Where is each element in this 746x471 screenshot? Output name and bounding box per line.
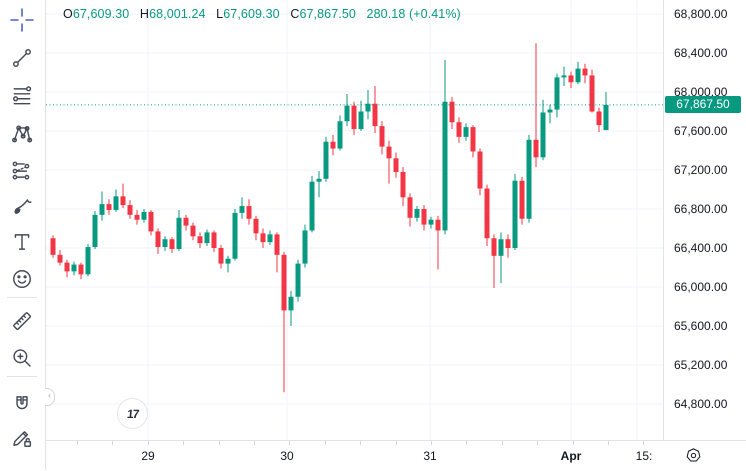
tradingview-logo[interactable]: 17 <box>117 398 148 429</box>
fib-retracement-tool-icon[interactable] <box>6 80 38 112</box>
price-axis-label: 66,400.00 <box>674 241 728 255</box>
forecast-tool-icon[interactable] <box>6 154 38 186</box>
time-axis-tick <box>608 441 609 445</box>
ohlc-legend[interactable]: O67,609.30 H68,001.24 L67,609.30 C67,867… <box>63 7 461 21</box>
time-axis-tick <box>537 441 539 445</box>
time-axis-tick <box>254 441 255 445</box>
open-value: 67,609.30 <box>72 7 130 21</box>
candlestick-chart[interactable] <box>46 0 663 440</box>
time-axis-tick <box>289 441 291 445</box>
brush-tool-icon[interactable] <box>6 190 38 222</box>
low-label: L <box>216 7 224 21</box>
trend-line-tool-icon[interactable] <box>6 42 38 74</box>
measure-tool-icon[interactable] <box>6 305 38 337</box>
price-axis-label: 65,200.00 <box>674 358 728 372</box>
price-axis[interactable]: 67,867.50 68,800.00 68,400.00 68,000.00 67,… <box>663 0 746 440</box>
time-axis-label: 15: <box>635 449 653 463</box>
price-axis-label: 67,600.00 <box>674 124 728 138</box>
current-price-tag: 67,867.50 <box>665 96 741 114</box>
price-axis-label: 68,000.00 <box>674 85 728 99</box>
time-axis-tick <box>360 441 362 445</box>
magnet-tool-icon[interactable] <box>6 388 38 420</box>
time-axis-label: Apr <box>560 449 582 463</box>
time-axis-label: 31 <box>423 449 437 463</box>
high-value: 68,001.24 <box>149 7 206 21</box>
drawing-lock-tool-icon[interactable] <box>6 422 38 454</box>
time-axis-tick <box>431 441 432 445</box>
time-axis-tick <box>501 441 503 445</box>
low-value: 67,609.30 <box>223 7 280 21</box>
drawing-toolbar <box>0 0 46 470</box>
time-axis-tick <box>572 441 574 445</box>
emoji-tool-icon[interactable] <box>6 263 38 295</box>
time-axis-tick <box>218 441 220 445</box>
time-axis-tick <box>112 441 114 445</box>
high-label: H <box>139 7 150 21</box>
time-axis-label: 29 <box>141 449 155 463</box>
time-axis-tick <box>77 441 78 445</box>
price-axis-label: 66,800.00 <box>674 202 728 216</box>
time-axis-tick <box>643 441 645 445</box>
toolbar-divider <box>7 297 37 298</box>
price-axis-label: 66,000.00 <box>674 280 728 294</box>
time-axis-tick <box>466 441 468 445</box>
close-value: 67,867.50 <box>299 7 356 21</box>
time-axis[interactable]: 29 30 31 Apr 15: <box>46 440 746 471</box>
toolbar-divider <box>7 376 37 377</box>
price-axis-label: 67,200.00 <box>674 163 728 177</box>
price-axis-label: 68,400.00 <box>674 46 728 60</box>
tradingview-logo-glyph: 17 <box>126 406 139 421</box>
time-axis-tick <box>147 441 149 445</box>
time-axis-tick <box>183 441 185 445</box>
change-value: 280.18 (+0.41%) <box>366 7 461 21</box>
time-axis-tick <box>395 441 397 445</box>
zoom-in-tool-icon[interactable] <box>6 342 38 374</box>
text-tool-icon[interactable] <box>6 226 38 258</box>
gear-icon[interactable] <box>684 446 702 464</box>
close-label: C <box>290 7 300 21</box>
open-label: O <box>63 7 73 21</box>
time-axis-label: 30 <box>280 449 294 463</box>
time-axis-tick <box>324 441 326 445</box>
crosshair-tool-icon[interactable] <box>6 4 38 36</box>
price-axis-label: 68,800.00 <box>674 7 728 21</box>
price-axis-label: 64,800.00 <box>674 397 728 411</box>
price-axis-label: 65,600.00 <box>674 319 728 333</box>
xabcd-pattern-tool-icon[interactable] <box>6 118 38 150</box>
chart-canvas[interactable]: O67,609.30 H68,001.24 L67,609.30 C67,867… <box>46 0 663 440</box>
